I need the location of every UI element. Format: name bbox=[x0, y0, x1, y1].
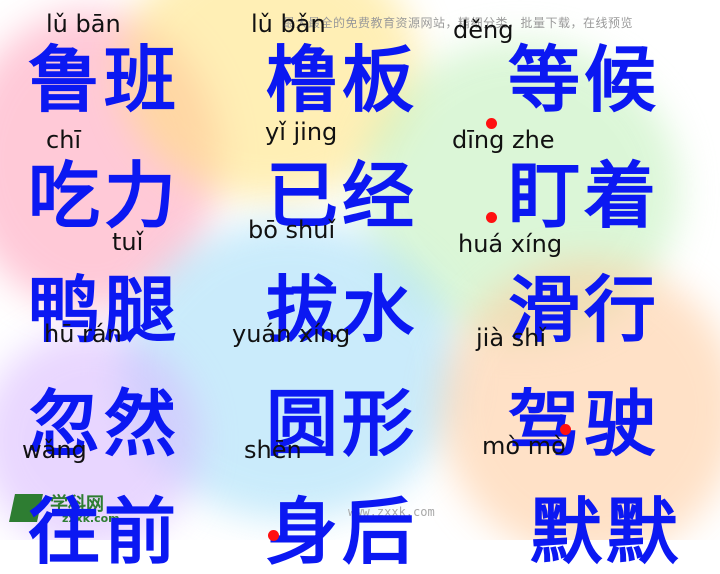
logo-url: zxxk.com bbox=[62, 512, 120, 525]
word-r1-c3: 等候 bbox=[508, 38, 661, 122]
word-r3-c1: 鸭腿 bbox=[28, 268, 181, 352]
word-r4-c2: 圆形 bbox=[266, 382, 419, 466]
pinyin-r5-c2: shēn bbox=[244, 436, 302, 464]
pinyin-r4-c2: yuán xíng bbox=[232, 320, 351, 348]
pinyin-r5-c1: wǎng bbox=[22, 436, 87, 464]
pinyin-r4-c3: jià shǐ bbox=[476, 324, 547, 352]
pinyin-r2-c2: yǐ jing bbox=[265, 118, 338, 146]
pinyin-r4-c1: hū rán bbox=[44, 320, 122, 348]
word-r5-c1: 往前 bbox=[28, 490, 181, 574]
red-dot-marker bbox=[486, 118, 497, 129]
watermark-text: 最大最全的免费教育资源网站，精细分类，批量下载，在线预览 bbox=[283, 16, 634, 30]
word-r4-c3: 驾驶 bbox=[508, 382, 661, 466]
pinyin-r2-c1: chī bbox=[46, 126, 82, 154]
watermark-url: www.zxxk.com bbox=[348, 505, 435, 519]
word-r3-c2: 拔水 bbox=[266, 268, 419, 352]
pastel-background bbox=[0, 0, 720, 540]
word-r3-c3: 滑行 bbox=[508, 268, 661, 352]
word-r2-c2: 已经 bbox=[266, 154, 419, 238]
red-dot-marker bbox=[560, 424, 571, 435]
word-r5-c3: 默默 bbox=[530, 490, 683, 574]
pinyin-r2-c3: dīng zhe bbox=[452, 126, 555, 154]
word-r2-c1: 吃力 bbox=[28, 154, 181, 238]
pinyin-r3-c2: bō shuǐ bbox=[248, 216, 336, 244]
zxxk-logo: 学科网 zxxk.com bbox=[6, 488, 146, 540]
pinyin-r3-c1: tuǐ bbox=[112, 228, 144, 256]
pinyin-r5-c3: mò mò bbox=[482, 432, 566, 460]
red-dot-marker bbox=[486, 212, 497, 223]
pinyin-r1-c1: lǔ bān bbox=[46, 10, 121, 38]
logo-name: 学科网 bbox=[50, 494, 104, 515]
word-r1-c2: 橹板 bbox=[266, 38, 419, 122]
word-r2-c3: 盯着 bbox=[508, 154, 661, 238]
pinyin-r1-c2: lǔ bǎn bbox=[251, 10, 326, 38]
word-r4-c1: 忽然 bbox=[28, 382, 181, 466]
pinyin-r1-c3: děng bbox=[453, 16, 514, 44]
word-r5-c2: 身后 bbox=[266, 490, 419, 574]
red-dot-marker bbox=[268, 530, 279, 541]
pinyin-r3-c3: huá xíng bbox=[458, 230, 563, 258]
word-r1-c1: 鲁班 bbox=[28, 38, 181, 122]
